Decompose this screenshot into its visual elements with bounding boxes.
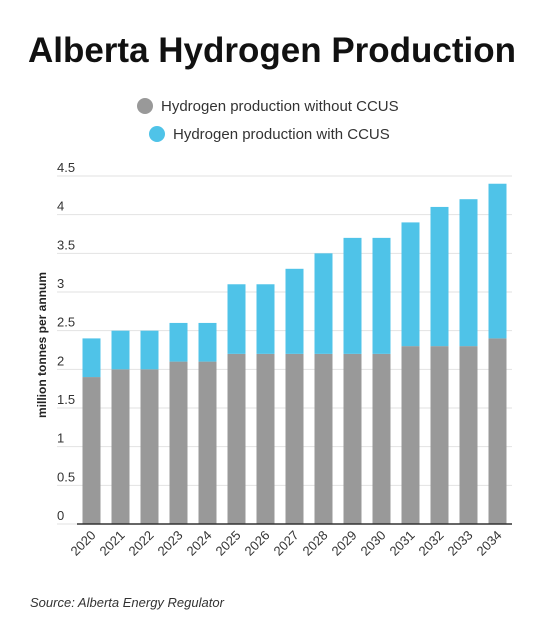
bar-segment [140,369,159,524]
bar-segment [488,338,507,524]
bar-segment [285,268,304,354]
bar-segment [111,369,130,524]
y-tick-label: 4.5 [57,160,75,175]
legend-marker [137,98,153,114]
x-tick-label: 2029 [329,528,360,559]
legend-label: Hydrogen production with CCUS [173,126,390,143]
bar-segment [314,253,333,354]
bar-segment [430,206,449,347]
bar-segment [82,338,101,378]
bar-segment [401,222,420,347]
bar-segment [285,353,304,524]
y-tick-label: 2 [57,353,64,368]
x-tick-label: 2027 [271,528,302,559]
bar-segment [372,353,391,524]
y-tick-label: 0 [57,508,64,523]
bar-segment [169,322,188,362]
y-tick-label: 3.5 [57,237,75,252]
bar-segment [459,199,478,347]
bar-segment [82,377,101,524]
legend-marker [149,126,165,142]
y-tick-label: 2.5 [57,315,75,330]
bar-segment [430,346,449,524]
x-tick-label: 2028 [300,528,331,559]
bar-segment [401,346,420,524]
bar-segment [256,353,275,524]
y-tick-label: 4 [57,199,64,214]
bar-segment [488,183,507,339]
chart-title: Alberta Hydrogen Production [28,31,516,70]
y-axis-label: million tonnes per annum [35,272,49,418]
bar-segment [111,330,130,370]
x-tick-label: 2026 [242,528,273,559]
x-tick-label: 2023 [155,528,186,559]
y-tick-label: 1.5 [57,392,75,407]
x-tick-label: 2034 [474,528,505,559]
bar-segment [343,353,362,524]
x-tick-label: 2032 [416,528,447,559]
x-tick-label: 2021 [97,528,128,559]
y-tick-label: 3 [57,276,64,291]
bar-segment [169,361,188,524]
x-tick-label: 2022 [126,528,157,559]
bar-segment [314,353,333,524]
bar-segment [256,284,275,354]
bar-segment [372,237,391,354]
bar-segment [140,330,159,370]
bar-segment [343,237,362,354]
bar-segment [227,353,246,524]
source: Source: Alberta Energy Regulator [30,595,225,610]
y-tick-label: 1 [57,431,64,446]
x-tick-label: 2025 [213,528,244,559]
x-tick-label: 2033 [445,528,476,559]
bar-segment [227,284,246,354]
bar-segment [459,346,478,524]
y-tick-label: 0.5 [57,469,75,484]
x-tick-label: 2031 [387,528,418,559]
x-tick-label: 2030 [358,528,389,559]
x-tick-label: 2024 [184,528,215,559]
x-tick-label: 2020 [68,528,99,559]
legend-label: Hydrogen production without CCUS [161,98,399,115]
bar-segment [198,322,217,362]
bar-segment [198,361,217,524]
